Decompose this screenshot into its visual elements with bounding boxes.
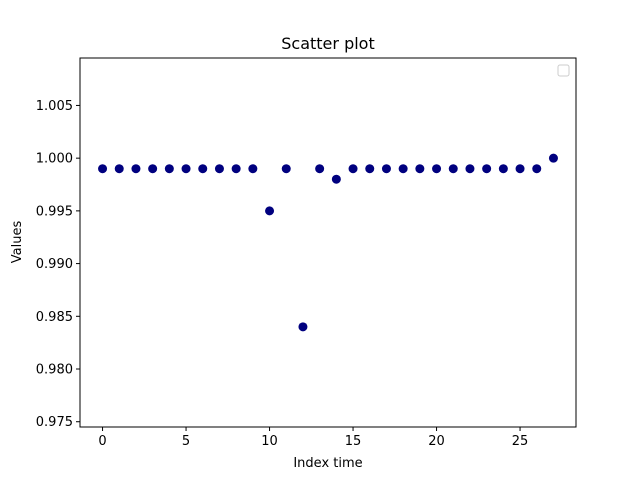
data-point <box>331 174 341 184</box>
chart-title: Scatter plot <box>281 34 374 53</box>
data-point <box>114 164 124 174</box>
data-point <box>515 164 525 174</box>
data-point <box>298 322 308 332</box>
data-point <box>198 164 208 174</box>
x-axis: 0 5 10 15 20 25 <box>98 427 528 449</box>
plot-area <box>98 153 558 332</box>
data-point <box>365 164 375 174</box>
data-point <box>398 164 408 174</box>
data-point <box>448 164 458 174</box>
data-point <box>98 164 108 174</box>
data-point <box>482 164 492 174</box>
data-point <box>381 164 391 174</box>
data-point <box>432 164 442 174</box>
data-point <box>265 206 275 216</box>
x-tick-label: 25 <box>512 434 529 449</box>
data-point <box>281 164 291 174</box>
data-point <box>231 164 241 174</box>
data-point <box>465 164 475 174</box>
x-tick-label: 15 <box>345 434 362 449</box>
data-point <box>548 153 558 163</box>
data-point <box>532 164 542 174</box>
y-tick-label: 0.975 <box>36 415 73 430</box>
y-tick-label: 0.985 <box>36 310 73 325</box>
x-tick-label: 10 <box>261 434 278 449</box>
data-point <box>214 164 224 174</box>
x-tick-label: 0 <box>98 434 106 449</box>
data-point <box>315 164 325 174</box>
y-tick-label: 1.005 <box>36 99 73 114</box>
y-tick-label: 0.990 <box>36 257 73 272</box>
y-axis: 0.975 0.980 0.985 0.990 0.995 1.000 1.005 <box>36 99 80 430</box>
data-point <box>415 164 425 174</box>
data-point <box>498 164 508 174</box>
data-point <box>148 164 158 174</box>
y-tick-label: 0.980 <box>36 363 73 378</box>
data-point <box>131 164 141 174</box>
y-axis-label: Values <box>10 221 25 264</box>
data-point <box>181 164 191 174</box>
x-axis-label: Index time <box>293 456 362 471</box>
y-tick-label: 1.000 <box>36 152 73 167</box>
x-tick-label: 20 <box>428 434 445 449</box>
plot-frame <box>79 57 577 428</box>
data-point <box>348 164 358 174</box>
data-point <box>248 164 258 174</box>
x-tick-label: 5 <box>182 434 190 449</box>
data-point <box>164 164 174 174</box>
y-tick-label: 0.995 <box>36 204 73 219</box>
legend-box <box>557 64 570 77</box>
